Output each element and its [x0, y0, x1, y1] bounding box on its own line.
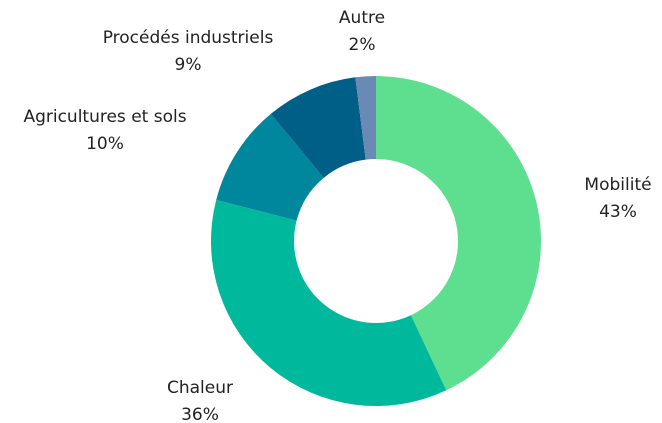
- slice-value-label: 43%: [599, 202, 637, 222]
- slice-label: Autre: [339, 8, 385, 28]
- slice-label: Procédés industriels: [103, 28, 274, 48]
- slice-value-label: 36%: [181, 405, 219, 423]
- slice-value-label: 10%: [86, 134, 124, 154]
- donut-slice: [376, 76, 541, 391]
- donut-slice: [210, 199, 447, 406]
- donut-slice: [216, 113, 324, 221]
- slice-label: Mobilité: [584, 175, 651, 195]
- donut-slice: [270, 77, 366, 178]
- slice-value-label: 2%: [349, 35, 376, 55]
- slice-label: Chaleur: [167, 378, 233, 398]
- slice-value-label: 9%: [175, 55, 202, 75]
- donut-slice: [355, 76, 376, 160]
- slice-label: Agricultures et sols: [23, 107, 186, 127]
